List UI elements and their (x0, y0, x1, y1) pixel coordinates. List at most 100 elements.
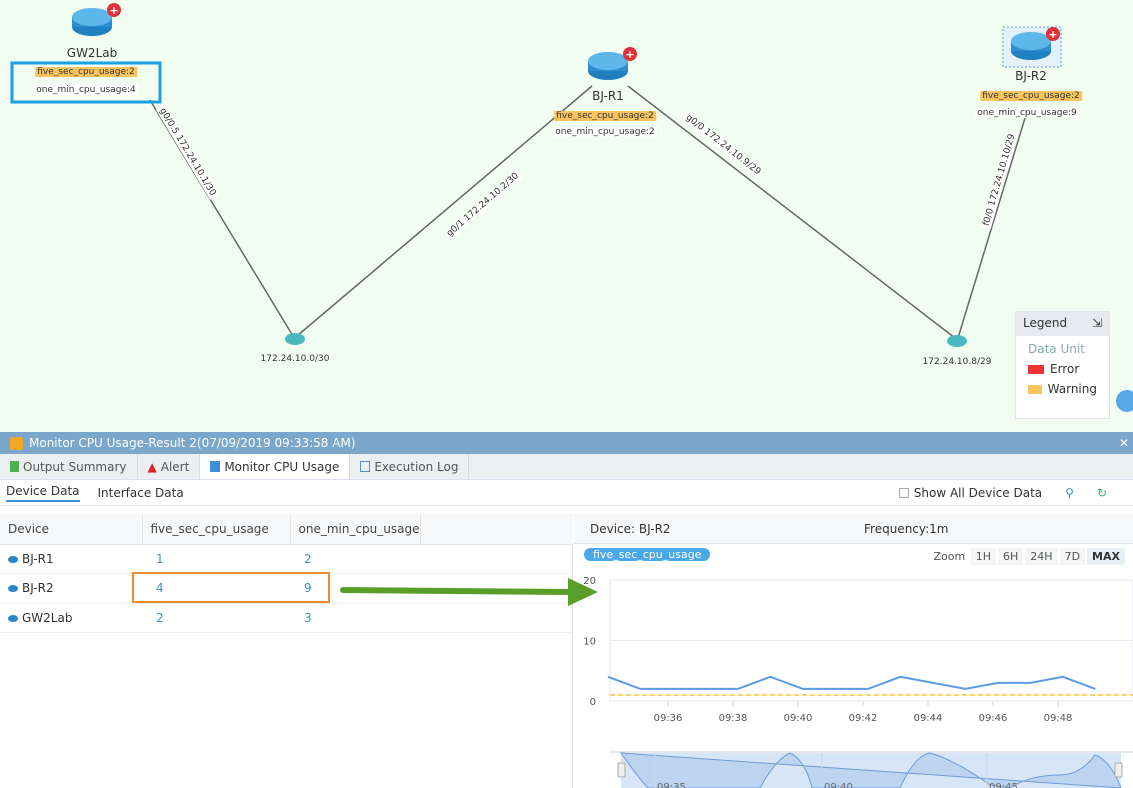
error-swatch (1028, 364, 1044, 374)
navigator-series (619, 752, 1122, 788)
cell-value[interactable]: 1 (142, 544, 290, 574)
svg-text:+: + (109, 4, 118, 17)
table-row[interactable]: GW2Lab 2 3 (0, 603, 573, 633)
tab-monitor-cpu-usage[interactable]: Monitor CPU Usage (200, 454, 351, 479)
device-icon (8, 585, 18, 593)
zoom-6h[interactable]: 6H (998, 548, 1024, 565)
topology-links: + + + (10, 3, 1133, 412)
subtab-device-data[interactable]: Device Data (6, 484, 80, 502)
node-label[interactable]: BJ-R2 (1015, 69, 1047, 83)
navigator-handle[interactable] (1114, 762, 1123, 778)
cell-value[interactable]: 3 (290, 603, 420, 633)
zoom-controls: Zoom 1H 6H 24H 7D MAX (934, 548, 1125, 565)
topology-map[interactable]: + + + GW2Lab five_sec_cpu_usage:2 one_mi… (0, 0, 1133, 432)
router-icon: + (588, 47, 637, 80)
zoom-max[interactable]: MAX (1087, 548, 1125, 565)
legend-section: Data Unit (1028, 342, 1085, 356)
device-table-pane: Device five_sec_cpu_usage one_min_cpu_usag… (0, 514, 573, 788)
chart-pane: Device: BJ-R2 Frequency:1m five_sec_cpu_… (574, 514, 1133, 788)
column-header[interactable]: one_min_cpu_usage (290, 514, 421, 545)
table-row[interactable]: BJ-R2 4 9 (0, 573, 573, 604)
zoom-label: Zoom (933, 550, 966, 563)
tab-output-summary[interactable]: Output Summary (0, 454, 138, 479)
subnet-icon (285, 333, 305, 345)
series-line (607, 675, 1096, 690)
highlight-box (10, 61, 162, 104)
y-tick-label: 10 (583, 637, 596, 648)
link-line (296, 85, 593, 337)
metric-badge[interactable]: five_sec_cpu_usage (584, 548, 711, 561)
navigator-tick-label: 09:45 (989, 782, 1018, 788)
frequency-label: Frequency:1m (864, 521, 949, 536)
device-name: BJ-R1 (22, 551, 54, 566)
link-line (627, 85, 956, 339)
panel-title: Monitor CPU Usage-Result 2(07/09/2019 09… (29, 436, 356, 450)
show-all-checkbox[interactable] (898, 487, 909, 498)
column-header[interactable]: five_sec_cpu_usage (142, 514, 291, 545)
zoom-24h[interactable]: 24H (1025, 548, 1058, 565)
tab-label: Execution Log (374, 459, 459, 474)
collapse-icon[interactable]: ⇲ (1091, 316, 1102, 330)
tab-bar: Output Summary ▲ Alert Monitor CPU Usage … (0, 454, 1133, 480)
log-icon (360, 461, 371, 472)
device-name: BJ-R2 (22, 581, 54, 596)
cell-value[interactable]: 2 (290, 544, 420, 574)
y-tick-label: 0 (590, 697, 596, 708)
device-table: Device five_sec_cpu_usage one_min_cpu_usag… (0, 514, 573, 633)
legend: Legend ⇲ Data Unit Error Warning (1015, 311, 1110, 419)
device-name: GW2Lab (22, 610, 73, 625)
svg-text:+: + (1048, 28, 1057, 41)
navigator-tick-label: 09:35 (657, 782, 686, 788)
show-all-label: Show All Device Data (913, 485, 1043, 500)
search-icon[interactable]: ⚲ (1065, 485, 1074, 500)
column-header[interactable]: Device (0, 514, 143, 545)
x-tick-label: 09:48 (1044, 713, 1073, 724)
navigator-handle[interactable] (617, 762, 626, 778)
panel-titlebar: Monitor CPU Usage-Result 2(07/09/2019 09… (0, 432, 1133, 454)
x-tick-label: 09:38 (719, 713, 748, 724)
node-prop: five_sec_cpu_usage:2 (35, 67, 137, 77)
summary-icon (10, 461, 19, 472)
subnet-label: 172.24.10.0/30 (260, 354, 330, 364)
subtab-interface-data[interactable]: Interface Data (97, 485, 184, 500)
x-tick-label: 09:40 (784, 713, 813, 724)
legend-title: Legend (1023, 316, 1068, 330)
alert-icon: ▲ (147, 459, 157, 474)
warning-swatch (1028, 384, 1042, 394)
result-panel: Monitor CPU Usage-Result 2(07/09/2019 09… (0, 432, 1133, 788)
node-label[interactable]: GW2Lab (66, 46, 118, 60)
tab-execution-log[interactable]: Execution Log (350, 454, 470, 479)
zoom-1h[interactable]: 1H (970, 548, 997, 565)
router-icon: + (72, 3, 121, 36)
tab-alert[interactable]: ▲ Alert (138, 454, 201, 479)
link-line (957, 117, 1026, 339)
subnet-label: 172.24.10.8/29 (922, 357, 992, 367)
x-tick-label: 09:42 (849, 713, 878, 724)
legend-item: Warning (1047, 382, 1097, 396)
tab-label: Monitor CPU Usage (224, 459, 340, 474)
node-prop: one_min_cpu_usage:2 (553, 127, 657, 137)
device-label: Device: BJ-R2 (590, 521, 671, 536)
cell-value[interactable]: 2 (142, 603, 290, 633)
close-icon[interactable]: ✕ (1118, 436, 1129, 450)
device-icon (8, 555, 18, 563)
table-row[interactable]: BJ-R1 1 2 (0, 544, 573, 574)
node-label[interactable]: BJ-R1 (592, 89, 624, 103)
tab-label: Output Summary (23, 459, 127, 474)
floating-button-icon (1116, 390, 1133, 412)
node-prop: five_sec_cpu_usage:2 (980, 91, 1082, 101)
device-icon (8, 614, 18, 622)
tab-label: Alert (160, 459, 190, 474)
x-tick-label: 09:36 (654, 713, 683, 724)
refresh-icon[interactable]: ↻ (1096, 485, 1107, 500)
router-icon: + (1011, 27, 1060, 60)
x-tick-label: 09:46 (979, 713, 1008, 724)
y-tick-label: 20 (583, 576, 596, 587)
zoom-7d[interactable]: 7D (1059, 548, 1086, 565)
node-prop: one_min_cpu_usage:4 (34, 85, 138, 95)
monitor-icon (210, 461, 221, 472)
navigator-tick-label: 09:40 (824, 782, 853, 788)
svg-text:+: + (625, 48, 634, 61)
legend-item: Error (1050, 362, 1080, 376)
